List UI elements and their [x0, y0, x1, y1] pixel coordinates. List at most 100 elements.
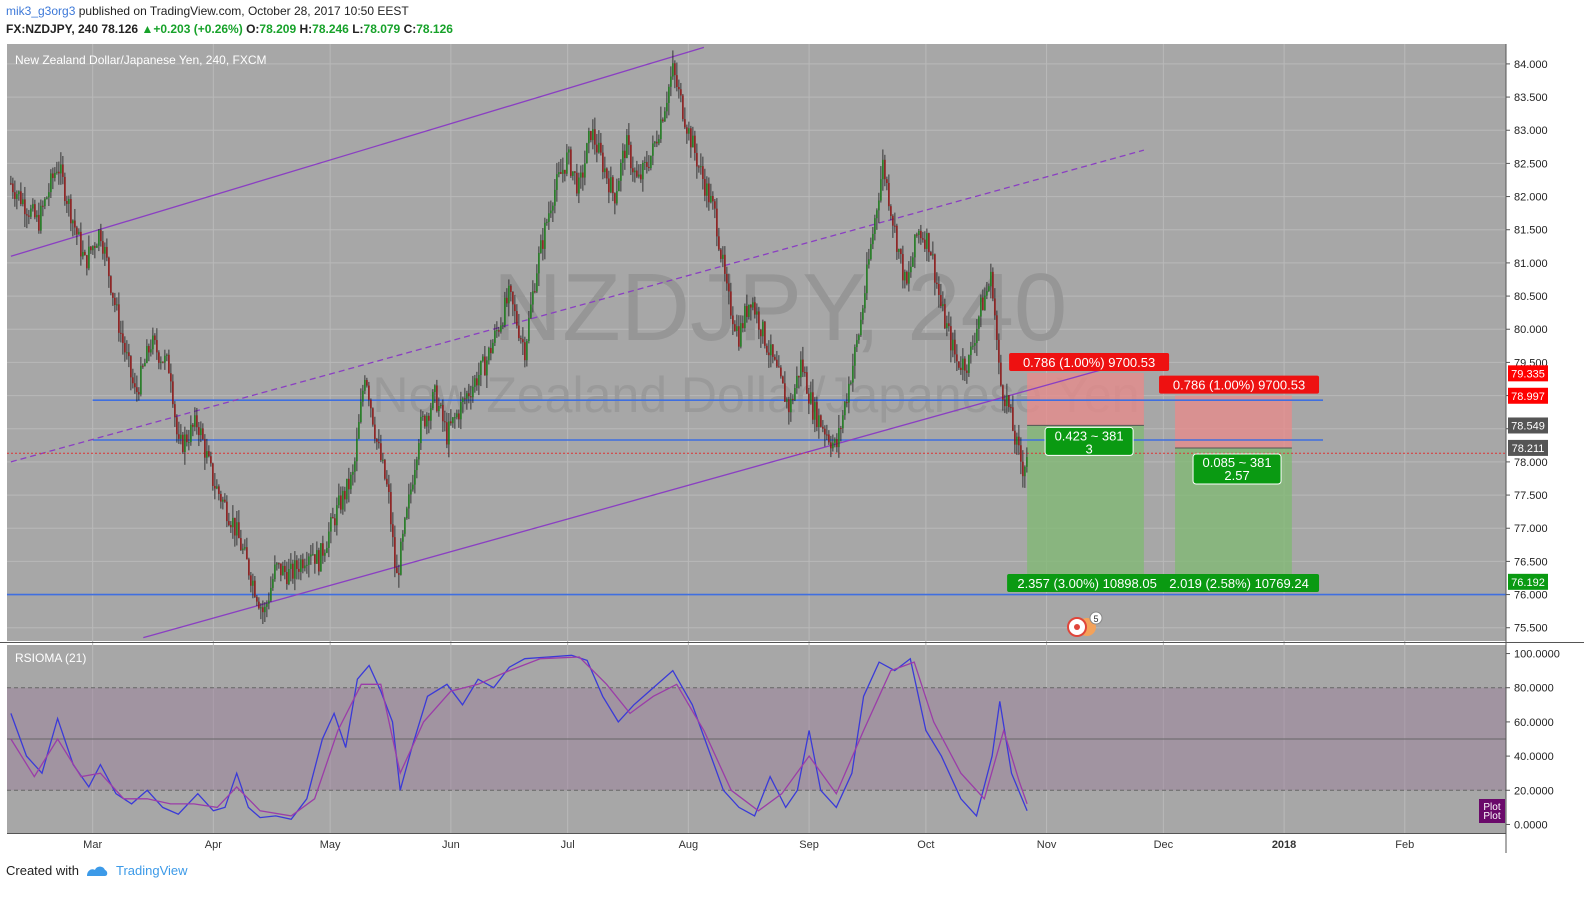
price-tick-label: 80.500 [1514, 291, 1548, 303]
candle-up [810, 392, 812, 404]
price-badge [1508, 573, 1548, 590]
candle-down [182, 434, 184, 453]
candle-up [430, 408, 432, 421]
candle-down [186, 434, 188, 443]
candle-down [378, 441, 380, 444]
candle-up [150, 349, 152, 353]
candle-up [578, 177, 580, 194]
channel-line [143, 355, 1152, 639]
candle-down [178, 434, 180, 439]
tradingview-link[interactable]: TradingView [116, 863, 188, 878]
candle-up [710, 195, 712, 203]
candle-down [630, 144, 632, 169]
candle-up [356, 438, 358, 462]
price-badge-label: 78.211 [1512, 443, 1545, 455]
candle-down [776, 359, 778, 367]
candle-up [354, 461, 356, 472]
chart-canvas[interactable]: NZDJPY, 240 New Zealand Dollar/Japanese … [0, 44, 1584, 853]
candle-up [618, 180, 620, 192]
candle-up [976, 328, 978, 344]
candle-down [812, 392, 814, 420]
candle-up [620, 162, 622, 181]
candle-up [452, 417, 454, 424]
candle-up [448, 421, 450, 445]
candle-down [514, 304, 516, 312]
candle-down [372, 408, 374, 425]
candle-up [672, 63, 674, 77]
candle-down [446, 422, 448, 445]
candle-down [772, 344, 774, 357]
ratio-label-box [1192, 453, 1282, 485]
candle-up [532, 291, 534, 305]
candle-down [826, 434, 828, 436]
candle-up [310, 554, 312, 557]
candle-up [502, 325, 504, 327]
candle-down [130, 356, 132, 378]
candle-down [916, 234, 918, 236]
candle-up [358, 422, 360, 439]
candle-down [476, 378, 478, 386]
candle-down [920, 230, 922, 239]
candle-up [988, 286, 990, 291]
candle-up [336, 505, 338, 526]
candle-down [704, 178, 706, 196]
candle-down [52, 173, 54, 178]
candle-down [136, 387, 138, 393]
candle-up [308, 556, 310, 565]
candle-down [726, 273, 728, 284]
candle-down [734, 324, 736, 331]
candle-down [948, 323, 950, 327]
candle-down [600, 142, 602, 153]
rsioma-tick-label: 60.0000 [1514, 717, 1554, 729]
candle-down [366, 379, 368, 386]
author-link[interactable]: mik3_g3org3 [6, 4, 76, 18]
candle-down [954, 339, 956, 355]
price-tick-label: 82.000 [1514, 192, 1548, 204]
candle-up [670, 76, 672, 87]
candle-down [1018, 436, 1020, 446]
event-marker[interactable]: 5 [1067, 611, 1103, 637]
time-tick-label: May [320, 839, 341, 851]
candle-down [760, 329, 762, 337]
stop-label: 0.786 (1.00%) 9700.53 [1173, 378, 1305, 393]
candle-up [494, 330, 496, 343]
candle-up [294, 560, 296, 579]
price-tick-label: 76.500 [1514, 556, 1548, 568]
candle-down [648, 166, 650, 169]
candle-down [248, 559, 250, 576]
candle-down [690, 128, 692, 148]
candle-down [86, 255, 88, 269]
candle-down [204, 439, 206, 458]
candle-up [642, 162, 644, 180]
price-tick-label: 81.500 [1514, 225, 1548, 237]
candle-down [1002, 385, 1004, 400]
candle-up [18, 191, 20, 195]
candle-down [398, 573, 400, 575]
price-badge-label: 78.997 [1511, 391, 1545, 403]
candle-up [320, 543, 322, 572]
created-with-text: Created with [6, 863, 79, 878]
candle-up [40, 205, 42, 231]
candle-down [458, 413, 460, 420]
candle-up [180, 434, 182, 439]
candle-up [496, 330, 498, 332]
candle-down [198, 427, 200, 436]
candle-down [996, 315, 998, 340]
tradingview-logo-icon[interactable] [86, 864, 108, 878]
candle-down [516, 311, 518, 326]
candle-up [270, 587, 272, 601]
candle-down [12, 183, 14, 193]
candle-down [14, 192, 16, 199]
candle-down [340, 495, 342, 510]
candle-down [314, 554, 316, 564]
candle-down [594, 129, 596, 145]
candle-down [334, 518, 336, 526]
stop-loss-zone [1027, 373, 1144, 426]
candle-down [922, 238, 924, 240]
candle-down [484, 356, 486, 376]
candle-down [196, 415, 198, 428]
trend-lines[interactable] [10, 46, 1152, 639]
candle-down [960, 367, 962, 370]
candle-up [420, 416, 422, 444]
candle-up [266, 603, 268, 607]
